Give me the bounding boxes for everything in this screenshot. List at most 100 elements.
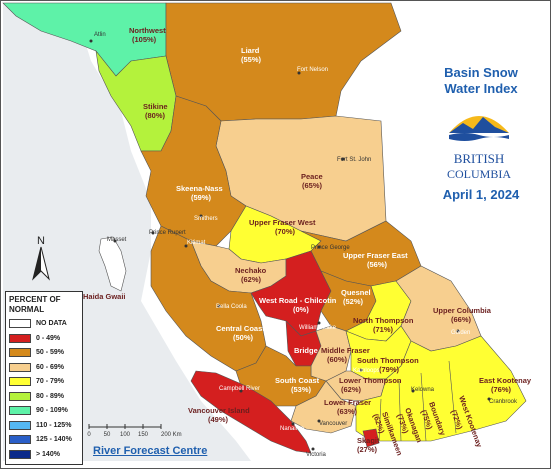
- label-upper-fraser-east: Upper Fraser East: [343, 251, 408, 260]
- label-upper-columbia: Upper Columbia: [433, 306, 492, 315]
- city-prince-rupert: Prince Rupert: [149, 230, 186, 236]
- value-nechako: (62%): [241, 275, 262, 284]
- scale-label: 100: [120, 432, 131, 438]
- legend-item: 50 - 59%: [6, 346, 82, 361]
- value-lower-thompson: (62%): [341, 385, 362, 394]
- city-bella-coola: Bella Coola: [216, 304, 247, 310]
- title-line-1: Basin Snow: [416, 65, 546, 81]
- north-arrow-icon: N: [29, 233, 53, 283]
- legend-item: 125 - 140%: [6, 433, 82, 448]
- city-masset: Masset: [107, 237, 127, 243]
- city-kelowna: Kelowna: [411, 387, 435, 393]
- label-vancouver-island: Vancouver Island: [188, 406, 250, 415]
- label-lower-fraser: Lower Fraser: [324, 398, 371, 407]
- value-skagit: (27%): [357, 445, 378, 454]
- label-middle-fraser: Middle Fraser: [321, 346, 370, 355]
- north-label: N: [37, 235, 45, 247]
- city-kitimat: Kitimat: [187, 240, 206, 246]
- value-vancouver-island: (49%): [208, 415, 229, 424]
- value-quesnel: (52%): [343, 297, 364, 306]
- city-prince-george: Prince George: [311, 245, 350, 251]
- legend-swatch: [9, 334, 31, 343]
- label-north-thompson: North Thompson: [353, 316, 414, 325]
- title-line-2: Water Index: [416, 81, 546, 97]
- label-east-kootenay: East Kootenay: [479, 376, 532, 385]
- city-cranbrook: Cranbrook: [489, 399, 518, 405]
- legend-item: 110 - 125%: [6, 419, 82, 434]
- value-west-road-chilcotin: (0%): [293, 305, 309, 314]
- value-north-thompson: (71%): [373, 325, 394, 334]
- label-south-coast: South Coast: [275, 376, 320, 385]
- legend-label: 70 - 79%: [36, 378, 64, 385]
- city-vancouver: Vancouver: [319, 421, 347, 427]
- value-east-kootenay: (76%): [491, 385, 512, 394]
- legend-item: 90 - 109%: [6, 404, 82, 419]
- label-west-road-chilcotin: West Road - Chilcotin: [259, 296, 337, 305]
- map-date: April 1, 2024: [416, 187, 546, 202]
- legend-swatch: [9, 392, 31, 401]
- value-liard: (55%): [241, 55, 262, 64]
- river-forecast-centre-link[interactable]: River Forecast Centre: [93, 445, 207, 457]
- logo-text-british: BRITISH: [454, 151, 505, 166]
- city-williams-lake: Williams Lake: [299, 325, 337, 331]
- legend-title-line-2: NORMAL: [9, 305, 82, 315]
- legend-label: 80 - 89%: [36, 393, 64, 400]
- legend-item: > 140%: [6, 448, 82, 463]
- scale-label: 50: [104, 432, 111, 438]
- label-liard: Liard: [241, 46, 260, 55]
- label-quesnel: Quesnel: [341, 288, 371, 297]
- label-northwest: Northwest: [129, 26, 166, 35]
- label-central-coast: Central Coast: [216, 324, 265, 333]
- label-bridge: Bridge: [294, 346, 318, 355]
- legend-rows: NO DATA 0 - 49% 50 - 59% 60 - 69% 70 - 79% 80…: [6, 317, 82, 462]
- legend-item: 0 - 49%: [6, 332, 82, 347]
- city-victoria: Victoria: [306, 452, 327, 458]
- label-nechako: Nechako: [235, 266, 267, 275]
- label-stikine: Stikine: [143, 102, 168, 111]
- city-kamloops: Kamloops: [353, 368, 380, 374]
- legend-title-line-1: PERCENT OF: [9, 295, 82, 305]
- value-middle-fraser: (60%): [327, 355, 348, 364]
- scale-ticks: 0 50 100 150 200 Km: [87, 424, 181, 438]
- value-stikine: (80%): [145, 111, 166, 120]
- value-south-coast: (53%): [291, 385, 312, 394]
- city-nanaimo: Nanaimo: [280, 426, 305, 432]
- legend-swatch: [9, 435, 31, 444]
- legend: PERCENT OF NORMAL NO DATA 0 - 49% 50 - 59%…: [5, 291, 83, 465]
- legend-item: 60 - 69%: [6, 361, 82, 376]
- value-upper-columbia: (66%): [451, 315, 472, 324]
- legend-item: 70 - 79%: [6, 375, 82, 390]
- legend-label: 50 - 59%: [36, 349, 64, 356]
- scale-label: 150: [138, 432, 149, 438]
- value-upper-fraser-west: (70%): [275, 227, 296, 236]
- logo-text-columbia: COLUMBIA: [447, 167, 511, 181]
- legend-label: 60 - 69%: [36, 364, 64, 371]
- legend-label: > 140%: [36, 451, 60, 458]
- legend-swatch: [9, 319, 31, 328]
- label-lower-thompson: Lower Thompson: [339, 376, 402, 385]
- legend-item: NO DATA: [6, 317, 82, 332]
- basin-liard[interactable]: [166, 3, 401, 121]
- legend-label: 125 - 140%: [36, 436, 72, 443]
- map-title: Basin Snow Water Index: [416, 65, 546, 97]
- value-skeena-nass: (59%): [191, 193, 212, 202]
- legend-label: NO DATA: [36, 320, 67, 327]
- legend-label: 90 - 109%: [36, 407, 68, 414]
- city-fort-st-john: Fort St. John: [337, 157, 371, 163]
- legend-label: 110 - 125%: [36, 422, 71, 429]
- label-south-thompson: South Thompson: [357, 356, 419, 365]
- label-skagit: Skagit: [357, 436, 380, 445]
- label-haida-gwaii: Haida Gwaii: [83, 292, 126, 301]
- city-atlin: Atlin: [94, 32, 106, 38]
- legend-swatch: [9, 450, 31, 459]
- legend-swatch: [9, 363, 31, 372]
- label-peace: Peace: [301, 172, 323, 181]
- legend-label: 0 - 49%: [36, 335, 60, 342]
- value-lower-fraser: (63%): [337, 407, 358, 416]
- value-central-coast: (50%): [233, 333, 254, 342]
- city-fort-nelson: Fort Nelson: [297, 67, 328, 73]
- scale-bar: 0 50 100 150 200 Km: [85, 423, 185, 439]
- legend-swatch: [9, 377, 31, 386]
- legend-item: 80 - 89%: [6, 390, 82, 405]
- value-upper-fraser-east: (56%): [367, 260, 388, 269]
